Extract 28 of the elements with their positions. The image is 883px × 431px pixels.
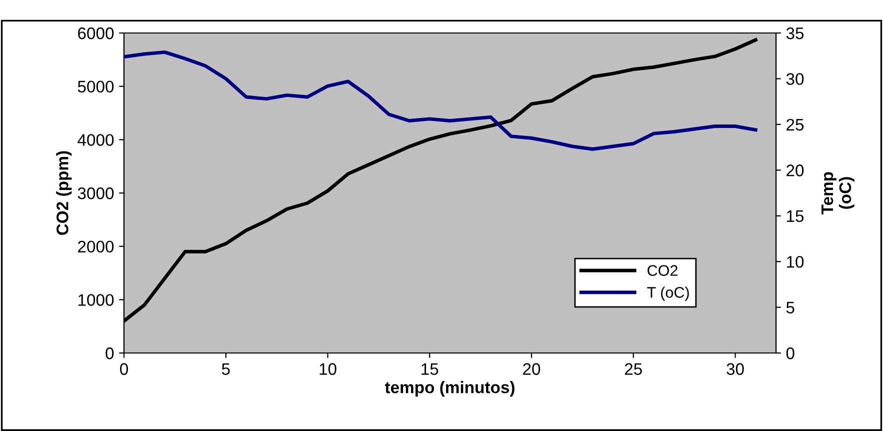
- y-tick-label: 0: [106, 347, 114, 360]
- y2-axis-title: Temp (oC): [822, 172, 854, 214]
- x-tick-label: 30: [726, 363, 744, 375]
- y2-tick-label: 10: [786, 256, 804, 268]
- y2-tick-label: 15: [786, 210, 804, 222]
- y-tick-label: 2000: [78, 240, 114, 253]
- legend-label: CO2: [648, 265, 678, 276]
- y2-tick-label: 30: [786, 73, 804, 85]
- x-tick-label: 10: [320, 363, 336, 375]
- x-tick-label: 15: [422, 363, 438, 375]
- x-axis-title: tempo (minutos): [384, 381, 514, 397]
- y-tick-label: 4000: [78, 134, 114, 146]
- y-tick-label: 3000: [78, 187, 114, 200]
- x-tick-label: 20: [523, 363, 540, 375]
- y-tick-label: 5000: [78, 80, 114, 93]
- x-tick-label: 5: [222, 363, 230, 375]
- y2-tick-label: 20: [786, 164, 804, 176]
- y2-tick-label: 5: [786, 302, 794, 314]
- y-tick-label: 1000: [78, 294, 114, 306]
- y2-tick-label: 25: [786, 118, 804, 131]
- line-series: [124, 50, 758, 151]
- legend-label: T (oC): [647, 286, 689, 301]
- y2-tick-label: 35: [786, 27, 804, 40]
- x-tick-label: 0: [120, 363, 128, 375]
- x-tick-label: 25: [624, 363, 642, 375]
- y-axis-title: CO2 (ppm): [56, 151, 72, 235]
- y-tick-label: 6000: [78, 27, 114, 40]
- y2-tick-label: 0: [786, 347, 794, 360]
